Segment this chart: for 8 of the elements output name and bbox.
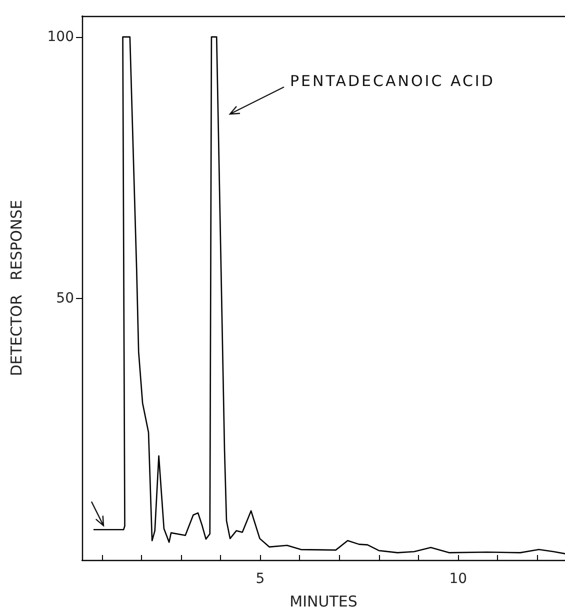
x-axis-title: MINUTES [290, 592, 358, 610]
annotation: PENTADECANOIC ACID [290, 72, 495, 90]
x-tick-label: 5 [256, 571, 265, 587]
y-axis-title: DETECTOR RESPONSE [8, 200, 26, 376]
y-tick-label: 100 [47, 28, 74, 45]
y-tick-label: 50 [56, 290, 74, 306]
line-series [92, 36, 565, 554]
x-tick-label: 10 [449, 571, 468, 587]
